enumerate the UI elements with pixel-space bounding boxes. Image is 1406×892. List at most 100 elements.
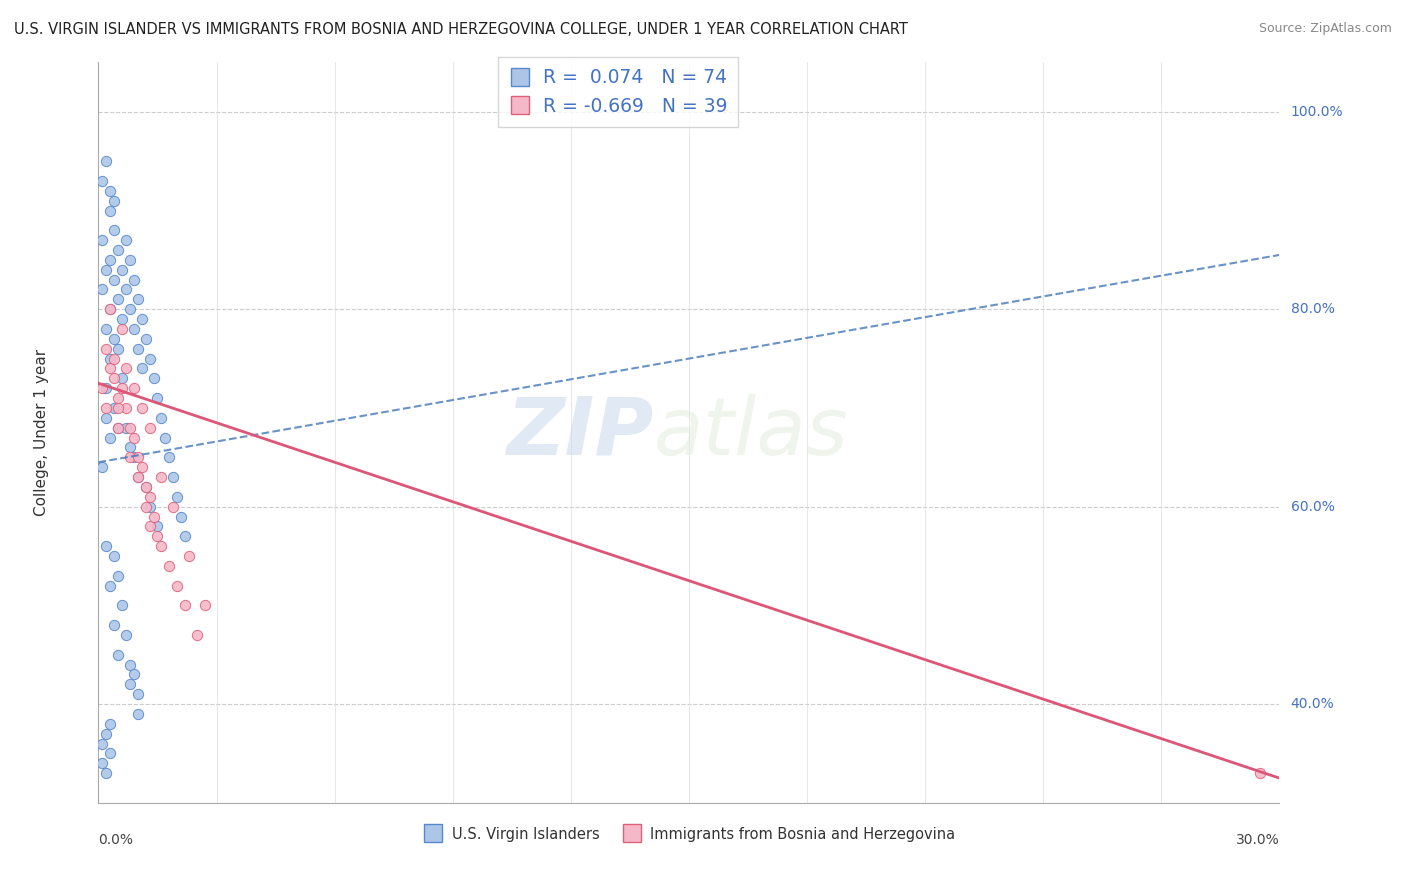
Point [122,272,145,286]
Point [96,401,118,415]
Point [127,706,149,721]
Point [166,490,188,504]
Point [111,262,134,277]
Point [194,599,217,613]
Point [103,194,125,208]
Point [98,579,121,593]
Point [107,420,129,434]
Point [150,470,173,484]
Point [138,420,160,434]
Point [135,480,157,494]
Point [103,332,125,346]
Point [98,361,121,376]
Point [107,648,129,662]
Point [155,431,177,445]
Point [91,381,114,395]
Point [107,420,129,434]
Point [98,431,121,445]
Point [118,657,141,672]
Point [96,322,118,336]
Point [103,223,125,237]
Point [170,509,193,524]
Point [96,727,118,741]
Point [91,460,114,475]
Point [131,460,153,475]
Legend: U.S. Virgin Islanders, Immigrants from Bosnia and Herzegovina: U.S. Virgin Islanders, Immigrants from B… [416,821,962,847]
Point [96,154,118,169]
Point [107,293,129,307]
Point [150,539,173,553]
Point [98,716,121,731]
Point [127,687,149,701]
Point [91,233,114,247]
Point [146,529,169,543]
Text: atlas: atlas [654,393,848,472]
Point [127,293,149,307]
Point [103,618,125,632]
Point [131,361,153,376]
Point [177,549,200,563]
Point [91,756,114,771]
Text: ZIP: ZIP [506,393,654,472]
Point [107,401,129,415]
Point [96,342,118,356]
Point [98,351,121,366]
Point [166,579,188,593]
Point [96,766,118,780]
Point [103,371,125,385]
Point [157,558,180,573]
Point [103,351,125,366]
Point [107,568,129,582]
Text: 80.0%: 80.0% [1291,302,1334,317]
Point [138,351,160,366]
Point [111,322,134,336]
Point [157,450,180,465]
Point [118,302,141,317]
Point [122,381,145,395]
Text: 40.0%: 40.0% [1291,697,1334,711]
Point [122,431,145,445]
Point [111,312,134,326]
Point [96,381,118,395]
Point [174,599,197,613]
Point [115,420,138,434]
Point [135,500,157,514]
Point [131,312,153,326]
Point [122,667,145,681]
Point [127,342,149,356]
Point [135,332,157,346]
Point [138,500,160,514]
Point [91,174,114,188]
Text: Source: ZipAtlas.com: Source: ZipAtlas.com [1258,22,1392,36]
Point [107,391,129,405]
Point [115,283,138,297]
Point [138,490,160,504]
Point [146,519,169,533]
Text: 0.0%: 0.0% [98,833,134,847]
Point [98,184,121,198]
Point [98,302,121,317]
Point [98,252,121,267]
Point [91,283,114,297]
Point [111,599,134,613]
Point [107,342,129,356]
Point [162,470,184,484]
Point [122,322,145,336]
Point [96,539,118,553]
Point [103,401,125,415]
Point [135,480,157,494]
Point [118,252,141,267]
Point [98,302,121,317]
Point [98,203,121,218]
Point [98,747,121,761]
Point [91,737,114,751]
Point [162,500,184,514]
Point [118,420,141,434]
Point [150,410,173,425]
Point [107,243,129,257]
Point [142,509,165,524]
Point [142,371,165,385]
Point [118,441,141,455]
Point [174,529,197,543]
Point [103,272,125,286]
